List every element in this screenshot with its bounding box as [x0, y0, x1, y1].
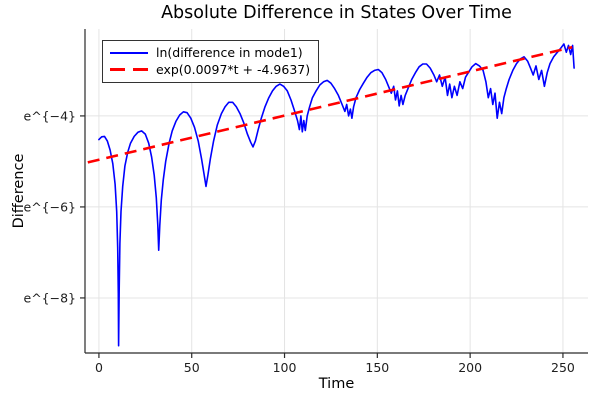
x-tick-label: 150: [365, 360, 389, 375]
blue-line-sample-icon: [110, 51, 148, 54]
x-axis-label: Time: [318, 376, 355, 392]
x-tick-label: 50: [184, 360, 200, 375]
y-tick-label: e^{−6}: [24, 199, 77, 214]
y-tick-label: e^{−4}: [24, 108, 77, 123]
chart-title: Absolute Difference in States Over Time: [161, 3, 512, 23]
legend-label-fit: exp(0.0097*t + -4.9637): [156, 62, 311, 77]
x-tick-label: 250: [551, 360, 575, 375]
x-tick-label: 100: [273, 360, 297, 375]
y-tick-label: e^{−8}: [24, 290, 77, 305]
red-dashed-line-sample-icon: [110, 68, 148, 71]
x-tick-label: 0: [95, 360, 103, 375]
difference-curve: [98, 43, 575, 347]
legend-box: ln(difference in mode1) exp(0.0097*t + -…: [102, 40, 320, 83]
fit-line: [87, 45, 573, 164]
y-axis-label: Difference: [11, 153, 27, 229]
legend-item-fit: exp(0.0097*t + -4.9637): [110, 61, 310, 78]
legend-label-difference: ln(difference in mode1): [156, 45, 303, 60]
x-tick-label: 200: [458, 360, 482, 375]
legend-item-difference: ln(difference in mode1): [110, 44, 310, 61]
